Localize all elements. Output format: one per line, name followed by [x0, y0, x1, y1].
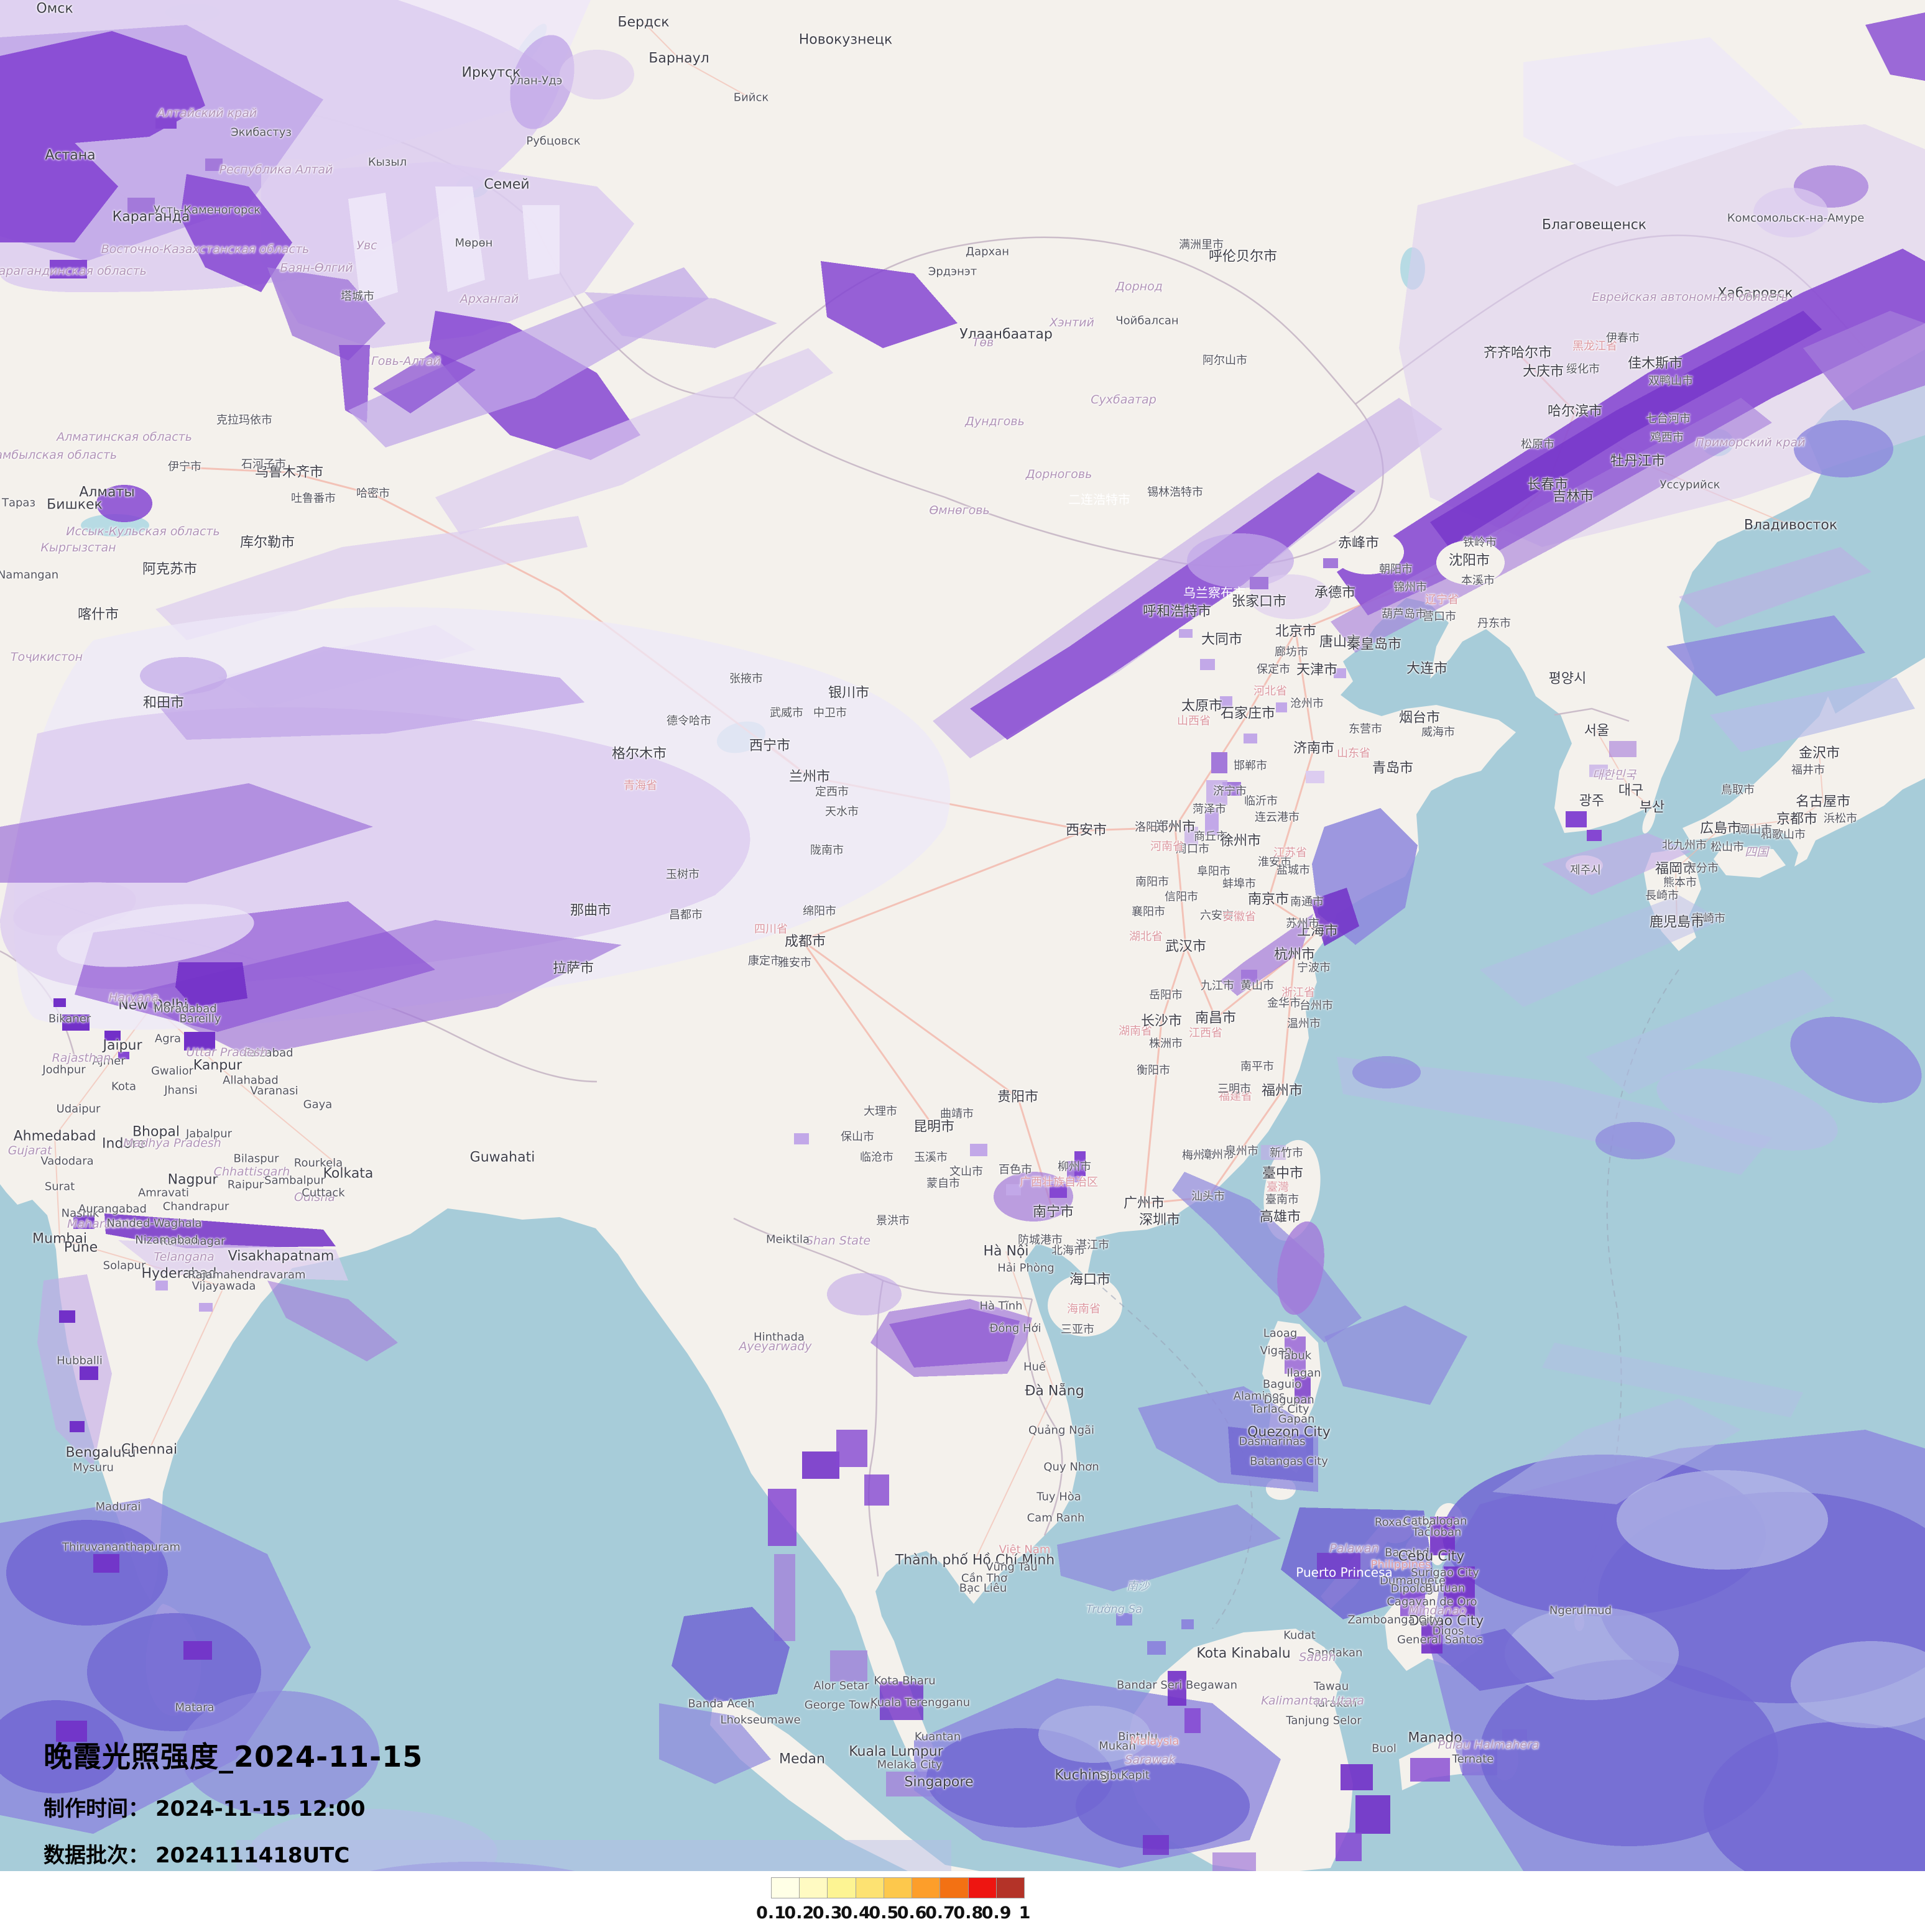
legend-cell: [856, 1877, 884, 1898]
island-sumatra: [710, 1696, 979, 1871]
legend-cell: [968, 1877, 997, 1898]
legend-tick-label: 0.7: [925, 1903, 955, 1923]
produce-time-label: 制作时间：: [44, 1796, 149, 1821]
legend-colorbar: [771, 1877, 1025, 1898]
legend-cell: [912, 1877, 941, 1898]
legend-tick-label: 0.8: [953, 1903, 984, 1923]
basemap-svg: [0, 0, 1925, 1871]
island-shikoku: [1714, 845, 1786, 878]
legend-ticks: 0.1 0.2 0.3 0.4 0.5 0.6 0.7 0.8 0.9 1: [756, 1903, 1030, 1926]
map-title-block: 晚霞光照强度_2024-11-15 制作时间： 2024-11-15 12:00 …: [44, 1734, 423, 1869]
legend-tick-label: 0.3: [812, 1903, 842, 1923]
produce-time-line: 制作时间： 2024-11-15 12:00: [44, 1792, 423, 1822]
batch-line: 数据批次： 2024111418UTC: [44, 1838, 423, 1869]
legend-tick-label: 0.5: [869, 1903, 899, 1923]
legend-tick-label: 0.1: [756, 1903, 786, 1923]
legend-cell: [884, 1877, 913, 1898]
batch-value: 2024111418UTC: [155, 1843, 350, 1868]
legend-cell: [771, 1877, 800, 1898]
legend-tick-label: 0.4: [841, 1903, 870, 1923]
legend-cell: [800, 1877, 828, 1898]
legend-cell: [828, 1877, 856, 1898]
batch-label: 数据批次：: [44, 1843, 149, 1868]
intensity-overlay: [0, 0, 1925, 1871]
legend-tick-label: 0.9: [981, 1903, 1012, 1923]
island-taiwan: [1263, 1139, 1321, 1241]
legend-cell: [996, 1877, 1025, 1898]
legend-tick-label: 1: [1018, 1903, 1031, 1923]
map-viewport[interactable]: Омск Бердск Новокузнецк Барнаул Бийск Рубцовс…: [0, 0, 1925, 1871]
legend-tick-label: 0.2: [784, 1903, 815, 1923]
produce-time-value: 2024-11-15 12:00: [155, 1796, 366, 1821]
legend-footer: 0.1 0.2 0.3 0.4 0.5 0.6 0.7 0.8 0.9 1: [0, 1871, 1925, 1932]
island-hainan: [1048, 1274, 1122, 1336]
legend-cell: [940, 1877, 969, 1898]
legend-tick-label: 0.6: [897, 1903, 927, 1923]
map-title: 晚霞光照强度_2024-11-15: [44, 1740, 423, 1773]
